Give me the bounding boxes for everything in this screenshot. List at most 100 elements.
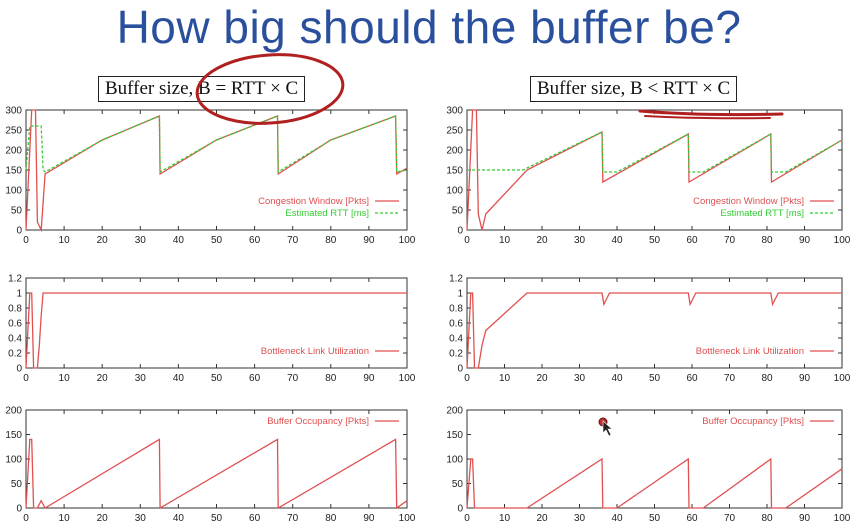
x-tick-label: 40 (173, 373, 185, 384)
y-tick-label: 50 (452, 206, 464, 217)
series-line-main (466, 292, 842, 369)
x-tick-label: 50 (649, 235, 661, 246)
x-tick-label: 0 (23, 373, 29, 384)
x-tick-label: 70 (724, 513, 736, 524)
x-tick-label: 20 (97, 235, 109, 246)
x-tick-label: 0 (464, 373, 470, 384)
y-tick-label: 150 (5, 430, 22, 441)
x-tick-label: 80 (325, 235, 337, 246)
x-tick-label: 60 (686, 513, 698, 524)
y-tick-label: 1 (16, 289, 22, 300)
x-tick-label: 10 (59, 513, 71, 524)
y-tick-label: 150 (446, 166, 463, 177)
cursor-icon (598, 417, 613, 437)
y-tick-label: 0 (457, 504, 463, 515)
x-tick-label: 10 (499, 513, 511, 524)
slide-title: How big should the buffer be? (116, 1, 742, 53)
chart-left-bottom: 0 10 20 30 40 50 60 70 80 90 100 0 50 100 150 200 Buffer… (5, 406, 415, 525)
x-tick-label: 90 (799, 513, 811, 524)
x-tick-label: 70 (724, 235, 736, 246)
y-tick-label: 0.4 (449, 334, 463, 345)
series-line-main (25, 292, 407, 369)
x-tick-label: 10 (59, 373, 71, 384)
x-tick-label: 10 (499, 235, 511, 246)
y-tick-label: 300 (446, 106, 463, 117)
legend-label: Bottleneck Link Utilization (261, 346, 369, 357)
x-tick-label: 10 (499, 373, 511, 384)
y-tick-label: 250 (446, 126, 463, 137)
x-tick-label: 20 (97, 513, 109, 524)
x-tick-label: 60 (686, 235, 698, 246)
x-tick-label: 40 (173, 235, 185, 246)
x-tick-label: 90 (363, 513, 375, 524)
y-tick-label: 0 (457, 364, 463, 375)
x-tick-label: 100 (834, 235, 851, 246)
y-tick-label: 1 (457, 289, 463, 300)
y-tick-label: 50 (11, 479, 23, 490)
chart-right-mid: 0 10 20 30 40 50 60 70 80 90 100 0 0.2 0.4 0.6 0.8 1 1.2 B… (449, 274, 851, 385)
x-tick-label: 50 (649, 373, 661, 384)
legend-label: Congestion Window [Pkts] (258, 196, 369, 207)
y-tick-label: 100 (5, 186, 22, 197)
y-tick-label: 1.2 (449, 274, 463, 285)
x-tick-label: 80 (761, 513, 773, 524)
y-tick-label: 0.4 (8, 334, 22, 345)
y-tick-label: 100 (5, 455, 22, 466)
chart-right-top: 0 10 20 30 40 50 60 70 80 90 100 0 50 100 150 200 250 300… (446, 106, 850, 247)
y-tick-label: 0.6 (8, 319, 22, 330)
x-tick-label: 0 (23, 513, 29, 524)
y-tick-label: 0 (16, 504, 22, 515)
x-tick-label: 30 (135, 373, 147, 384)
x-tick-label: 100 (834, 513, 851, 524)
y-tick-label: 50 (452, 479, 464, 490)
y-tick-label: 200 (5, 406, 22, 417)
x-tick-label: 60 (249, 373, 261, 384)
y-tick-label: 1.2 (8, 274, 22, 285)
x-tick-label: 0 (464, 513, 470, 524)
x-tick-label: 0 (464, 235, 470, 246)
x-tick-label: 10 (59, 235, 71, 246)
legend-label: Buffer Occupancy [Pkts] (702, 416, 804, 427)
x-tick-label: 60 (249, 513, 261, 524)
x-tick-label: 40 (611, 235, 623, 246)
y-tick-label: 100 (446, 455, 463, 466)
chart-left-top: 0 10 20 30 40 50 60 70 80 90 100 0 50 100 150 200 250 300… (5, 106, 415, 247)
y-tick-label: 100 (446, 186, 463, 197)
x-tick-label: 30 (574, 235, 586, 246)
x-tick-label: 80 (761, 235, 773, 246)
y-tick-label: 0.6 (449, 319, 463, 330)
y-tick-label: 0 (16, 364, 22, 375)
x-tick-label: 90 (363, 235, 375, 246)
x-tick-label: 50 (649, 513, 661, 524)
x-tick-label: 100 (399, 373, 416, 384)
x-tick-label: 70 (287, 235, 299, 246)
caption-right: Buffer size, B < RTT × C (530, 76, 738, 102)
y-tick-label: 50 (11, 206, 23, 217)
legend-label: Buffer Occupancy [Pkts] (267, 416, 369, 427)
x-tick-label: 20 (536, 235, 548, 246)
x-tick-label: 90 (363, 373, 375, 384)
x-tick-label: 40 (173, 513, 185, 524)
x-tick-label: 50 (211, 513, 223, 524)
x-tick-label: 40 (611, 513, 623, 524)
hand-drawn-underline-2 (644, 115, 771, 120)
chart-left-mid: 0 10 20 30 40 50 60 70 80 90 100 0 0.2 0.4 0.6 0.8 1 1.2 B… (8, 274, 416, 385)
series-line-main (466, 457, 843, 509)
x-tick-label: 20 (97, 373, 109, 384)
x-tick-label: 100 (399, 513, 416, 524)
legend-label: Congestion Window [Pkts] (693, 196, 804, 207)
x-tick-label: 20 (536, 513, 548, 524)
chart-right-bottom: 0 10 20 30 40 50 60 70 80 90 100 0 50 100 150 200 Buffer… (446, 406, 850, 525)
x-tick-label: 30 (135, 513, 147, 524)
x-tick-label: 60 (686, 373, 698, 384)
x-tick-label: 100 (834, 373, 851, 384)
x-tick-label: 60 (249, 235, 261, 246)
y-tick-label: 250 (5, 126, 22, 137)
y-tick-label: 200 (5, 146, 22, 157)
y-tick-label: 0.8 (8, 304, 22, 315)
series-line-rtt (467, 130, 843, 173)
x-tick-label: 20 (536, 373, 548, 384)
x-tick-label: 50 (211, 373, 223, 384)
